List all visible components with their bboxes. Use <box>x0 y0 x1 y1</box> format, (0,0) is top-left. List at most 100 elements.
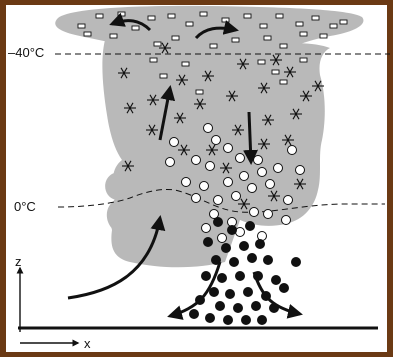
anvil-ice-rect <box>109 33 118 39</box>
graupel-circle <box>209 209 219 219</box>
graupel-circle <box>235 153 245 163</box>
graupel-circle <box>281 215 291 225</box>
snowflake-arm <box>149 94 157 106</box>
rain-drop <box>203 237 213 247</box>
anvil-ice-rect <box>329 23 338 29</box>
snowflake-icon <box>220 162 232 174</box>
snowflake-icon <box>268 190 280 202</box>
snowflake-icon <box>237 58 249 70</box>
rain-drop <box>245 221 255 231</box>
anvil-ice-rect <box>171 35 180 41</box>
rain-drop <box>225 289 235 299</box>
rain-drop <box>235 271 245 281</box>
rain-drop <box>239 241 249 251</box>
flow-arrows <box>67 12 303 320</box>
anvil-ice-rect <box>259 23 268 29</box>
snowflake-icon <box>300 90 312 102</box>
rain-drop <box>221 243 231 253</box>
graupel-circle <box>263 209 273 219</box>
graupel-circle <box>273 163 283 173</box>
graupel-circle <box>205 161 215 171</box>
rain-drop <box>243 287 253 297</box>
snowflake-arm <box>120 67 128 79</box>
snowflake-arm <box>126 102 134 114</box>
snowflake-arm <box>222 162 230 174</box>
anvil-ice-rect <box>257 59 266 65</box>
graupel-circle <box>231 191 241 201</box>
graupel-circle <box>169 137 179 147</box>
anvil-ice-rect <box>149 57 158 63</box>
snowflake-icon <box>194 98 206 110</box>
rain-drop <box>201 271 211 281</box>
anvil-ice-rect <box>153 41 162 47</box>
anvil-ice-rect <box>263 35 272 41</box>
graupel-circle <box>217 233 227 243</box>
anvil-ice-rect <box>181 61 190 67</box>
anvil-ice-rect <box>131 25 140 31</box>
graupel-circle <box>165 157 175 167</box>
snowflake-icon <box>262 114 274 126</box>
snowflake-arm <box>296 178 304 190</box>
rain-drop <box>251 301 261 311</box>
axis-z-label: z <box>15 254 22 269</box>
snowflake-icon <box>284 66 296 78</box>
rain-drop <box>241 315 251 325</box>
snowflake-arm <box>302 90 310 102</box>
snowflake-icon <box>146 124 158 136</box>
graupel-circle <box>223 143 233 153</box>
graupel-circle <box>247 183 257 193</box>
rain-drop <box>271 275 281 285</box>
anvil-ice-rect <box>117 11 126 17</box>
snowflake-arm <box>260 82 268 94</box>
snowflake-icon <box>178 144 190 156</box>
ice-crystals <box>118 42 324 210</box>
anvil-ice-rect <box>243 13 252 19</box>
snowflake-arm <box>124 160 132 172</box>
anvil-ice-rect <box>231 37 240 43</box>
graupel-circle <box>287 145 297 155</box>
snowflake-arm <box>196 98 204 110</box>
snowflake-arm <box>272 54 280 66</box>
snowflake-icon <box>258 138 270 150</box>
graupel-circle <box>191 193 201 203</box>
temp-label-minus40: –40°C <box>8 45 44 60</box>
anvil-ice-rect <box>279 43 288 49</box>
anvil-ice-rect <box>167 13 176 19</box>
snowflake-arm <box>228 90 236 102</box>
rain-drop <box>215 301 225 311</box>
snowflake-arm <box>161 42 169 54</box>
outflow-left-arrow <box>167 261 222 320</box>
snowflake-icon <box>238 198 250 210</box>
snowflake-icon <box>124 102 136 114</box>
snowflake-arm <box>314 80 322 92</box>
snowflake-icon <box>122 160 134 172</box>
snowflake-arm <box>264 114 272 126</box>
snowflake-icon <box>118 67 130 79</box>
isotherm-zero-line <box>57 189 385 213</box>
snowflake-icon <box>176 74 188 86</box>
graupel-circle <box>201 223 211 233</box>
rain-drop <box>291 257 301 267</box>
snowflake-icon <box>206 144 218 156</box>
snowflake-arm <box>176 112 184 124</box>
anvil-ice-rect <box>83 31 92 37</box>
anvil-ice-rect <box>311 15 320 21</box>
anvil-ice-rect <box>209 43 218 49</box>
anvil-ice-rect <box>195 89 204 95</box>
anvil-outflow-left-arrow <box>109 12 152 32</box>
axis-x-label: x <box>84 336 91 351</box>
rain-drop <box>227 225 237 235</box>
anvil-ice-rect <box>185 21 194 27</box>
anvil-outflow-right-arrow <box>194 20 239 40</box>
rain-drop <box>233 303 243 313</box>
anvil-ice-rect <box>279 79 288 85</box>
graupel-circle <box>203 123 213 133</box>
snowflake-arm <box>284 134 292 146</box>
rain-drop <box>255 239 265 249</box>
graupel-circle <box>283 195 293 205</box>
snowflake-icon <box>174 112 186 124</box>
rain-drop <box>279 283 289 293</box>
anvil-ice-rect <box>275 13 284 19</box>
snowflake-icon <box>294 178 306 190</box>
